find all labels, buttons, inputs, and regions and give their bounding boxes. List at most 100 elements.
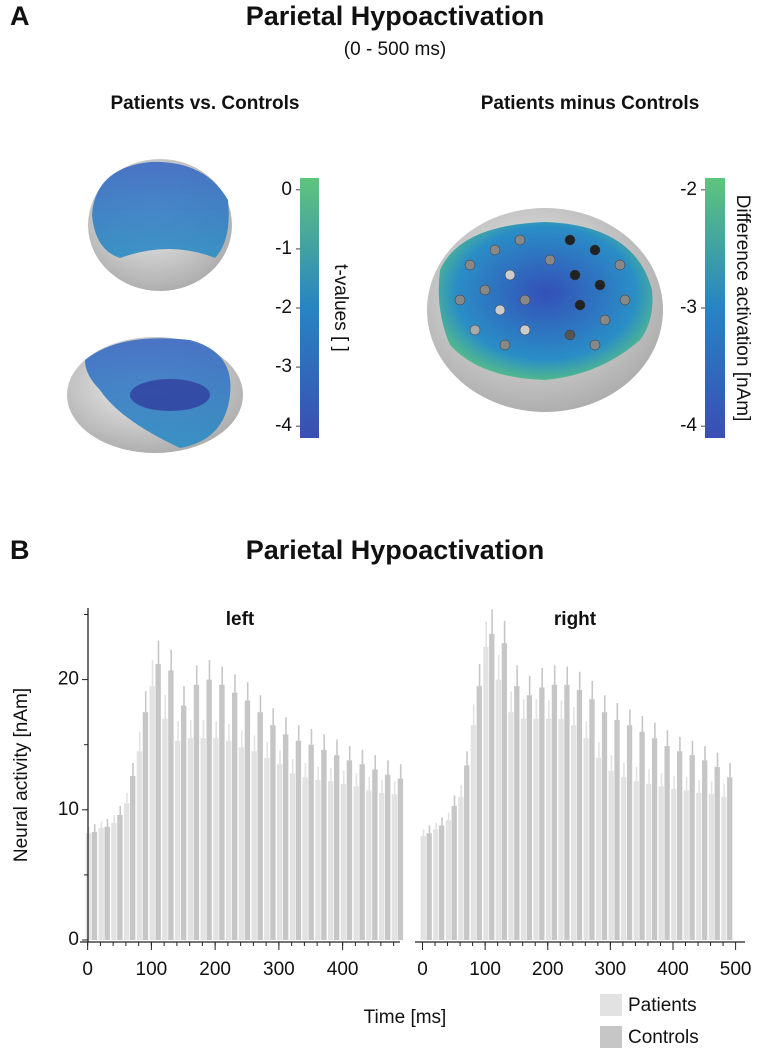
bar <box>213 738 219 940</box>
colorbar-tick-label: -1 <box>275 238 292 259</box>
bar <box>264 757 270 940</box>
y-axis-label: Neural activity [nAm] <box>11 688 32 862</box>
x-tick-label: 200 <box>199 959 231 980</box>
bar <box>372 769 378 940</box>
brain-top <box>88 159 232 291</box>
bar <box>91 831 98 940</box>
bar <box>683 790 689 940</box>
legend-label: Controls <box>628 1027 699 1048</box>
bar <box>608 770 614 940</box>
bar <box>483 647 489 940</box>
bar <box>187 738 194 940</box>
bar <box>378 792 385 940</box>
bar <box>225 740 232 940</box>
x-tick-label: 500 <box>720 959 752 980</box>
bar <box>520 718 527 940</box>
bar <box>676 751 683 940</box>
bar <box>501 643 507 940</box>
bar <box>727 777 733 940</box>
bar <box>391 794 398 940</box>
x-tick-label: 300 <box>263 959 295 980</box>
panel-title: Parietal Hypoactivation <box>246 535 545 565</box>
panel-title: Parietal Hypoactivation <box>246 1 545 31</box>
bar <box>231 692 238 940</box>
bar <box>458 796 464 940</box>
colorbar-label: t-values [ ] <box>330 264 351 352</box>
bar <box>397 778 404 940</box>
bar <box>570 725 577 940</box>
legend-swatch <box>600 1026 622 1048</box>
x-tick-label: 0 <box>82 959 93 980</box>
bar <box>526 695 532 940</box>
bar <box>451 805 457 940</box>
bar <box>721 796 727 940</box>
bar <box>315 779 321 940</box>
bar <box>558 718 564 940</box>
bar <box>696 792 702 940</box>
bar <box>136 751 143 940</box>
bar <box>595 757 602 940</box>
colorbar-tick-label: 0 <box>281 179 292 200</box>
bar <box>433 829 439 940</box>
bar <box>495 679 502 940</box>
bar <box>142 712 149 940</box>
bar <box>564 684 570 940</box>
bar <box>621 777 627 940</box>
bar <box>308 744 314 940</box>
colorbar-tick-label: -4 <box>275 415 292 436</box>
bar <box>117 815 123 940</box>
bar <box>439 825 445 940</box>
bar <box>180 705 187 940</box>
x-tick-label: 100 <box>469 959 501 980</box>
bar <box>289 773 296 940</box>
bar <box>671 788 677 940</box>
bar <box>276 764 283 940</box>
bar <box>583 738 589 940</box>
bar <box>270 725 276 940</box>
colorbar-tick-label: -2 <box>275 297 292 318</box>
bar <box>104 826 110 940</box>
bar <box>353 786 359 940</box>
panel-label: A <box>10 1 30 31</box>
bar <box>98 828 104 940</box>
bar <box>168 670 174 940</box>
bar <box>470 725 477 940</box>
legend-swatch <box>600 994 622 1016</box>
bar <box>155 663 161 940</box>
x-tick-label: 300 <box>595 959 627 980</box>
bar <box>576 690 583 940</box>
y-tick-label: 0 <box>68 929 79 950</box>
bar <box>664 746 670 940</box>
subplot-title: right <box>554 609 597 630</box>
bar <box>551 684 558 940</box>
bar <box>420 835 426 940</box>
bar <box>639 731 645 940</box>
bar <box>626 725 633 940</box>
subplot-title: left <box>226 609 255 630</box>
colorbar-tick-label: -2 <box>680 179 697 200</box>
bar <box>129 775 136 940</box>
x-tick-label: 0 <box>417 959 428 980</box>
bar <box>321 749 327 940</box>
bar <box>533 718 539 940</box>
panel-label: B <box>10 535 30 565</box>
bar <box>333 755 340 940</box>
bar <box>658 786 664 940</box>
bar <box>238 747 245 940</box>
heading: Patients vs. Controls <box>111 93 300 114</box>
x-tick-label: 200 <box>532 959 564 980</box>
colorbar-label: Difference activation [nAm] <box>732 195 753 422</box>
x-tick-label: 100 <box>136 959 168 980</box>
bar <box>327 781 334 940</box>
bar <box>295 740 302 940</box>
bar <box>123 803 130 940</box>
colorbar <box>300 178 319 438</box>
bar <box>346 760 353 940</box>
brain-back <box>427 208 663 412</box>
colorbar <box>705 178 725 438</box>
bar <box>646 783 652 940</box>
x-axis-label: Time [ms] <box>364 1007 447 1028</box>
bar <box>545 718 552 940</box>
